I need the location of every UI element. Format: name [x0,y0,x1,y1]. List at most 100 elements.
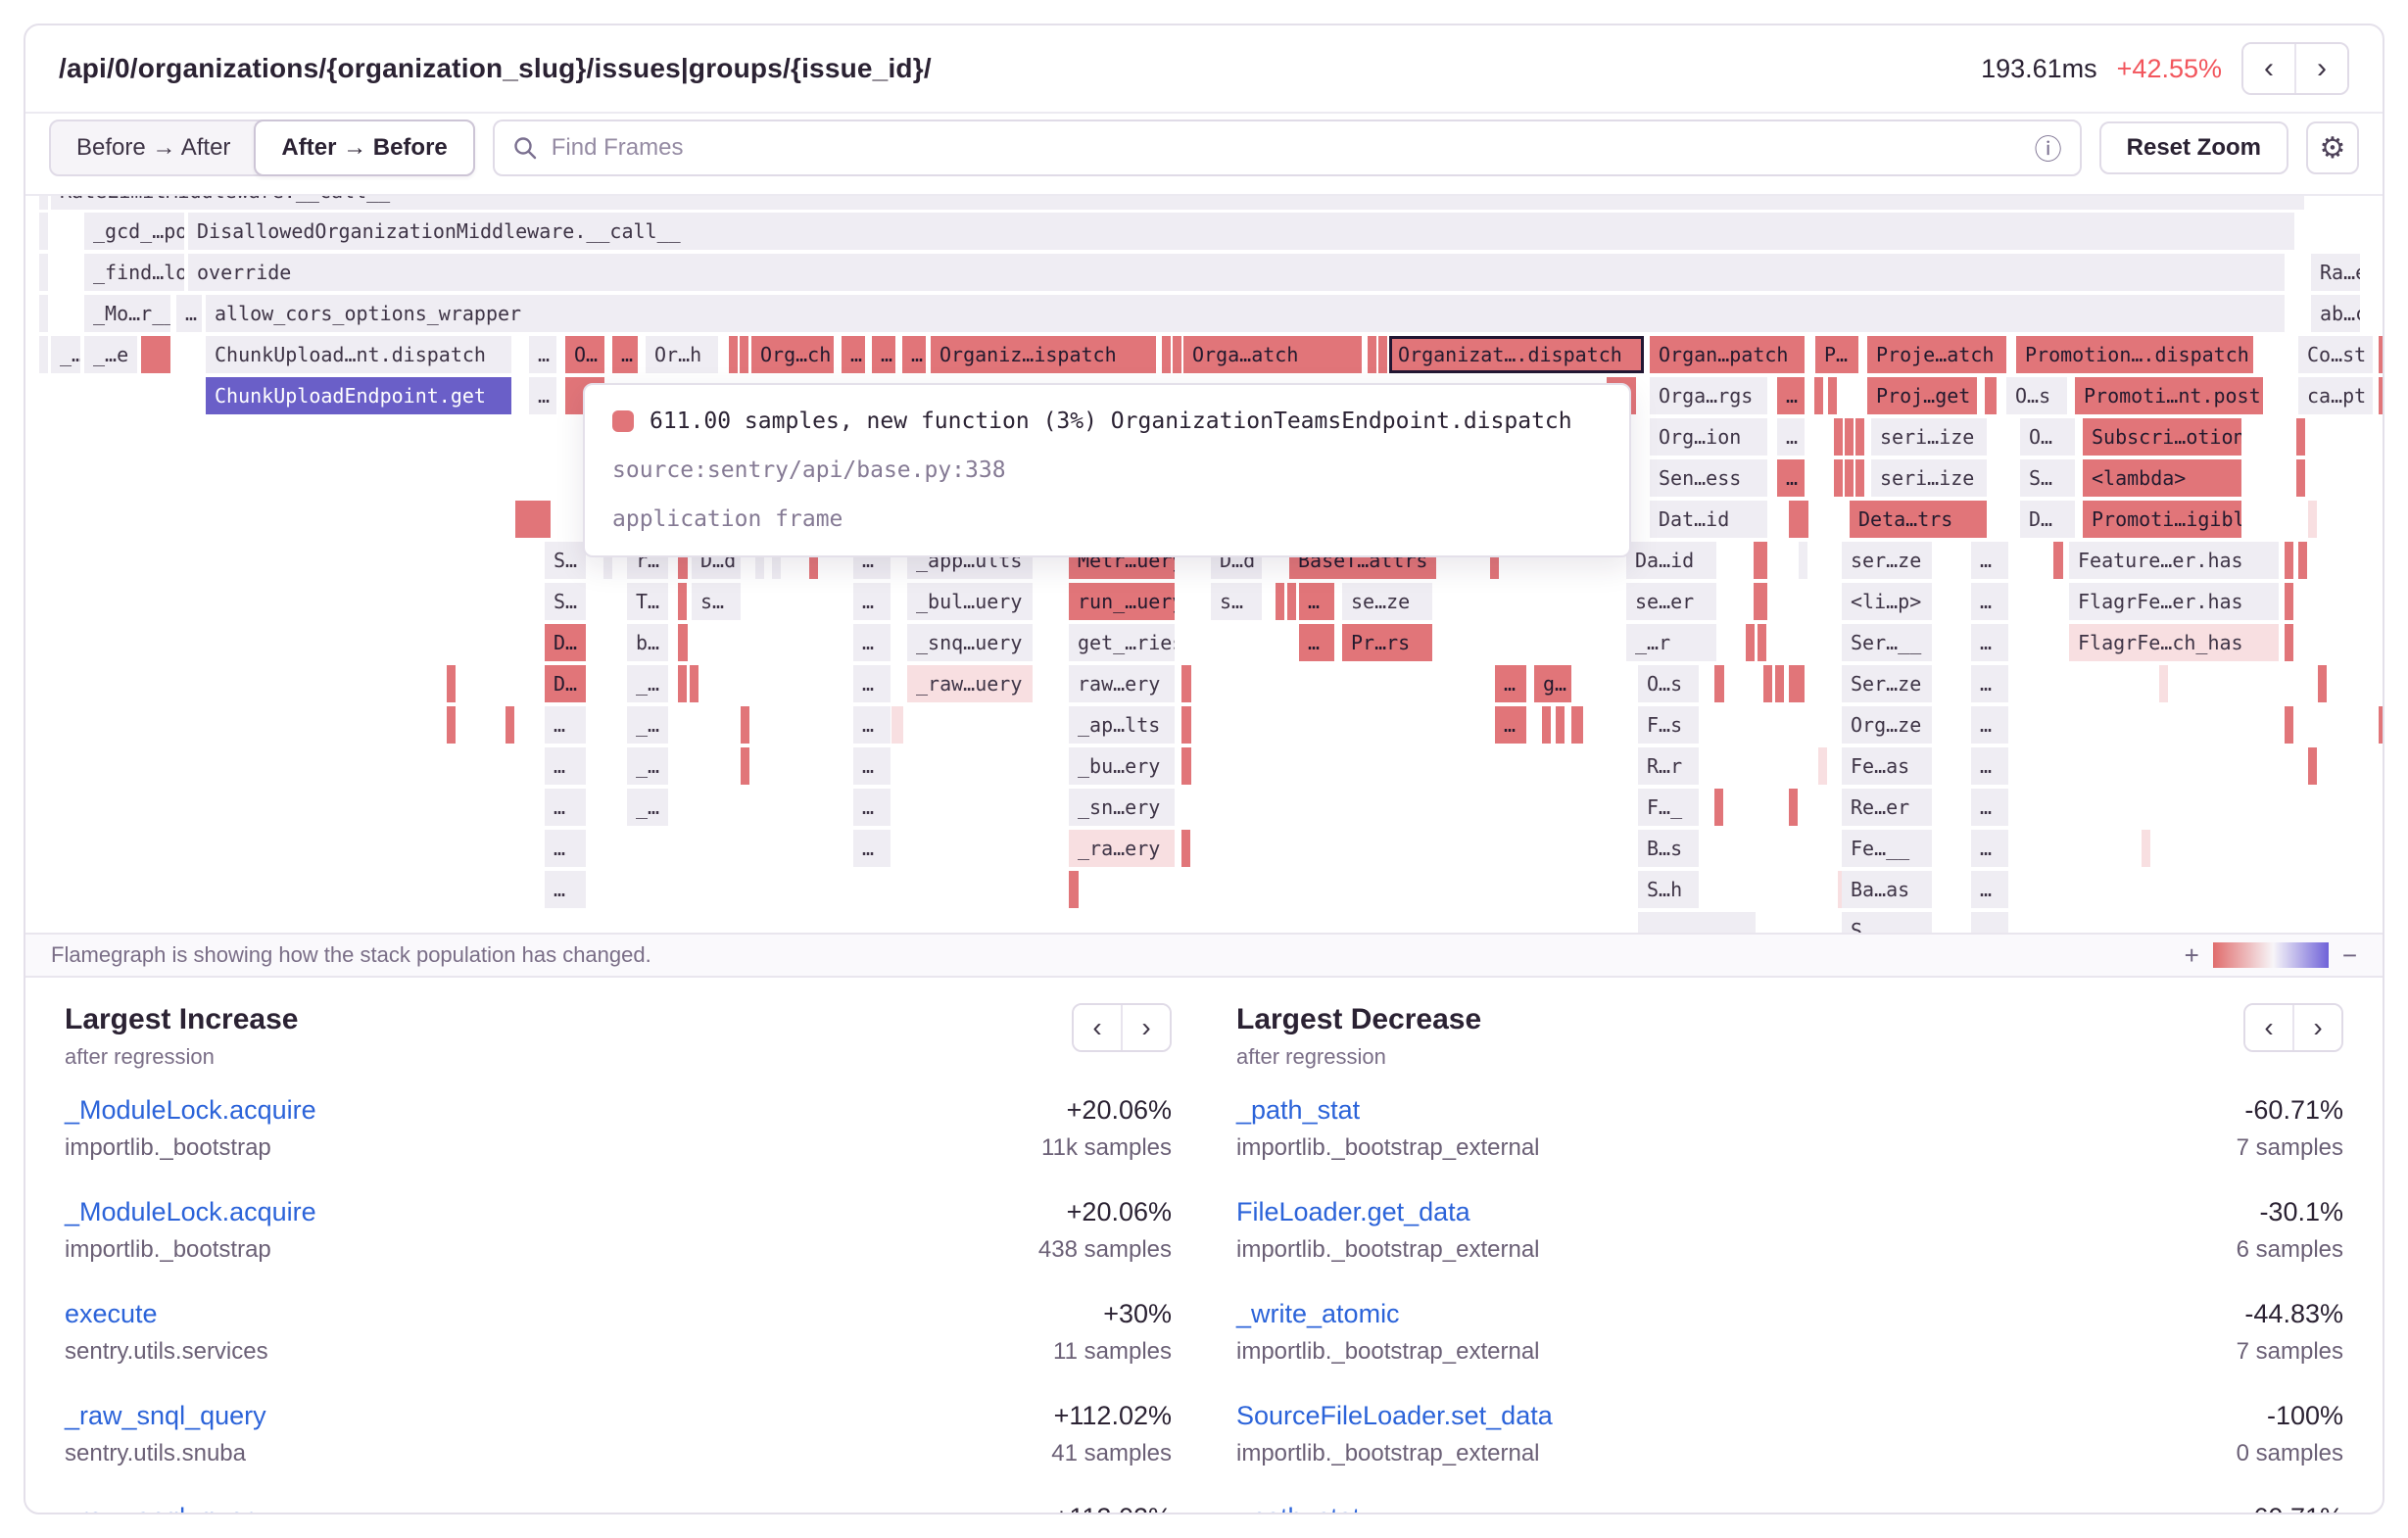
flame-frame[interactable]: <lambda> [2083,459,2241,497]
flame-frame-sliver[interactable] [1069,871,1079,908]
flame-frame-sliver[interactable] [1714,665,1724,702]
flame-frame[interactable]: … [853,830,891,867]
flame-frame[interactable]: O… [565,336,604,373]
flame-frame-sliver[interactable] [1490,542,1499,579]
flame-frame[interactable]: raw…ery [1069,665,1175,702]
flamegraph[interactable]: S… S…h Ba…as……… _ra…ery B…s Fe…__…… _…… _sn…ery… [25,196,2383,933]
flame-frame[interactable]: … [1971,706,2008,744]
flame-frame[interactable]: Organizat….dispatch [1389,336,1644,373]
flame-frame[interactable]: <li…p> [1842,583,1932,620]
flame-frame[interactable]: ca…pt [2298,377,2373,414]
flame-frame[interactable]: FlagrFe…ch_has [2069,624,2279,661]
flame-frame-sliver[interactable] [2379,377,2383,414]
flame-frame[interactable]: Orga…atch [1183,336,1362,373]
flame-frame-sliver[interactable] [678,624,688,661]
flame-frame[interactable]: _ra…ery [1069,830,1175,867]
flame-frame-sliver[interactable] [1775,665,1784,702]
function-link[interactable]: _path_stat [1236,1503,1540,1513]
flame-frame-sliver[interactable] [1714,789,1723,826]
flame-frame[interactable]: Deta…trs [1850,501,1987,538]
function-link[interactable]: _write_atomic [1236,1299,1400,1328]
function-link[interactable]: _raw_snql_query [65,1503,266,1513]
flame-frame[interactable]: … [176,295,202,332]
flame-frame[interactable]: … [872,336,895,373]
flame-frame[interactable]: Promoti…nt.post [2075,377,2263,414]
flame-frame[interactable]: DisallowedOrganizationMiddleware.__call_… [188,213,2294,250]
decrease-prev-button[interactable]: ‹ [2245,1005,2292,1050]
flame-frame-sliver[interactable] [1754,542,1767,579]
flame-frame-sliver[interactable] [2379,336,2383,373]
flame-frame[interactable]: seri…ize [1871,418,1987,456]
flame-frame-sliver[interactable] [2318,665,2327,702]
flame-frame[interactable]: Ra…ew [2311,254,2360,291]
flame-frame-sliver[interactable] [1855,459,1864,497]
flame-frame[interactable]: … [1971,665,2008,702]
flame-frame[interactable]: b… [627,624,668,661]
flame-frame[interactable]: … [1777,377,1805,414]
flame-frame[interactable]: F…s [1638,706,1699,744]
flame-frame[interactable]: _bu…ery [1069,747,1175,785]
flame-frame-sliver[interactable] [1556,706,1565,744]
flame-frame[interactable]: Re…er [1842,789,1932,826]
flame-frame-sliver[interactable] [447,665,456,702]
after-before-segment[interactable]: After → Before [254,120,475,176]
flame-frame[interactable]: … [842,336,865,373]
flame-frame-sliver[interactable] [2285,542,2293,579]
flame-frame[interactable]: S [1842,912,1932,933]
flame-frame[interactable]: … [545,789,586,826]
flame-frame-sliver[interactable] [1758,624,1766,661]
flame-frame[interactable]: S… [545,583,586,620]
flame-frame[interactable]: _…r [1626,624,1716,661]
flame-frame[interactable]: … [1495,706,1526,744]
flame-frame-sliver[interactable] [729,336,738,373]
flame-frame[interactable]: allow_cors_options_wrapper [206,295,2285,332]
flame-frame[interactable]: FlagrFe…er.has [2069,583,2279,620]
flame-frame-sliver[interactable] [1818,747,1827,785]
flame-frame[interactable]: Organiz…ispatch [931,336,1156,373]
flame-frame[interactable]: Orga…rgs [1650,377,1767,414]
flame-frame-sliver[interactable] [141,336,170,373]
flame-frame-sliver[interactable] [740,336,748,373]
flame-frame-sliver[interactable] [1287,583,1296,620]
flame-frame[interactable]: Organ…patch [1650,336,1805,373]
flame-frame-sliver[interactable] [2053,542,2063,579]
flame-frame-sliver[interactable] [1638,912,1756,933]
flame-frame[interactable]: ChunkUploadEndpoint.get [206,377,511,414]
next-transaction-button[interactable]: › [2294,44,2347,93]
flame-frame-sliver[interactable] [1828,377,1837,414]
flame-frame[interactable]: Ser…__ [1842,624,1932,661]
flame-frame-sliver[interactable] [1985,377,1997,414]
flame-frame[interactable]: _… [51,336,80,373]
flame-frame[interactable]: g… [1534,665,1571,702]
prev-transaction-button[interactable]: ‹ [2243,44,2294,93]
flame-frame-sliver[interactable] [2285,706,2293,744]
flame-frame-sliver[interactable] [2308,501,2317,538]
flame-frame[interactable]: _… [627,747,668,785]
flame-frame-sliver[interactable] [809,542,818,579]
flame-frame[interactable]: D… [545,624,586,661]
flame-frame-sliver[interactable] [1276,583,1284,620]
function-link[interactable]: _ModuleLock.acquire [65,1095,316,1125]
flame-frame[interactable]: D… [545,665,586,702]
flame-frame[interactable]: … [529,377,556,414]
flame-frame[interactable]: Or…h [646,336,718,373]
flame-frame-sliver[interactable] [2142,830,2150,867]
flame-frame[interactable]: … [1971,871,2008,908]
flame-frame[interactable]: … [902,336,926,373]
flame-frame[interactable]: … [1971,583,2008,620]
flame-frame[interactable]: Fe…__ [1842,830,1932,867]
flame-frame[interactable]: … [853,706,891,744]
flame-frame[interactable]: _bul…uery [907,583,1033,620]
flame-frame-sliver[interactable] [1855,418,1864,456]
flame-frame[interactable]: Proj…get [1867,377,1977,414]
function-link[interactable]: SourceFileLoader.set_data [1236,1401,1553,1430]
flame-frame[interactable]: ser…ze [1842,542,1932,579]
flame-frame[interactable]: _raw…uery [907,665,1033,702]
flame-frame[interactable]: … [1299,583,1334,620]
flame-frame[interactable]: … [853,624,891,661]
flame-frame[interactable]: Promotion….dispatch [2016,336,2253,373]
flame-frame-sliver[interactable] [1181,665,1191,702]
flame-frame[interactable]: D… [2020,501,2075,538]
flame-frame-sliver[interactable] [1378,336,1387,373]
flame-frame[interactable]: O…s [2006,377,2067,414]
